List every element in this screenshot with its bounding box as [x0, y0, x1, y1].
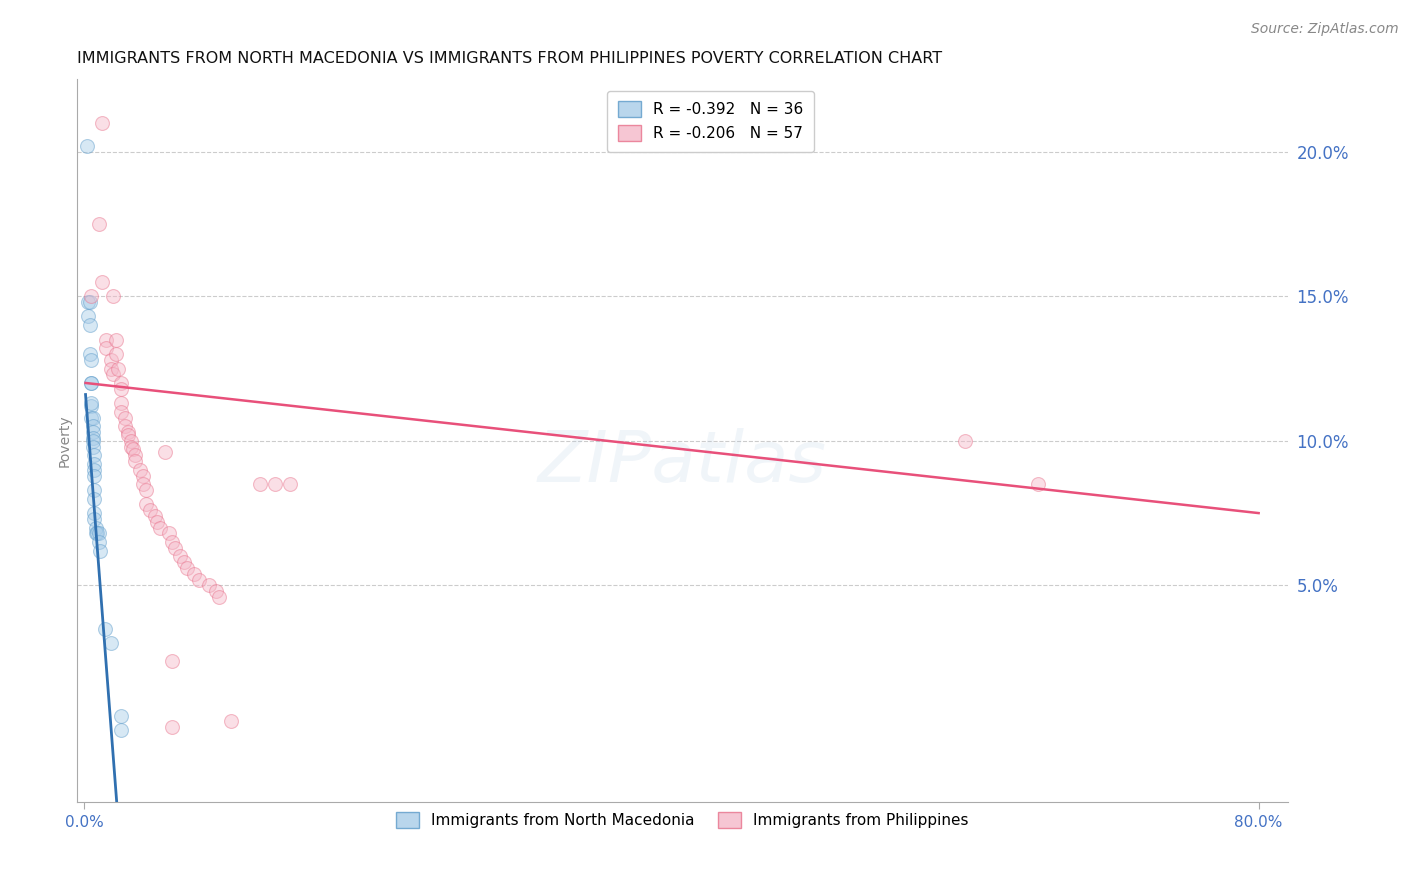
- Point: [169, 549, 191, 564]
- Point: [93, 622, 115, 636]
- Point: [79, 295, 101, 310]
- Point: [143, 508, 166, 523]
- Point: [110, 405, 132, 419]
- Point: [107, 361, 129, 376]
- Text: ZIPatlas: ZIPatlas: [538, 428, 827, 497]
- Point: [149, 520, 172, 534]
- Point: [84, 526, 107, 541]
- Point: [249, 477, 271, 491]
- Text: Source: ZipAtlas.com: Source: ZipAtlas.com: [1251, 22, 1399, 37]
- Point: [1028, 477, 1050, 491]
- Point: [105, 333, 128, 347]
- Point: [100, 361, 122, 376]
- Point: [124, 448, 146, 462]
- Point: [86, 526, 108, 541]
- Point: [80, 352, 103, 367]
- Point: [105, 347, 128, 361]
- Point: [87, 217, 110, 231]
- Point: [82, 425, 104, 439]
- Point: [90, 275, 112, 289]
- Point: [219, 714, 242, 729]
- Point: [110, 396, 132, 410]
- Point: [208, 590, 231, 604]
- Point: [83, 506, 105, 520]
- Point: [83, 463, 105, 477]
- Point: [110, 376, 132, 390]
- Point: [132, 477, 155, 491]
- Point: [160, 720, 183, 734]
- Point: [953, 434, 976, 448]
- Point: [146, 515, 169, 529]
- Point: [110, 723, 132, 737]
- Point: [198, 578, 221, 592]
- Point: [80, 376, 103, 390]
- Point: [139, 503, 162, 517]
- Point: [87, 29, 110, 43]
- Point: [103, 289, 125, 303]
- Point: [103, 368, 125, 382]
- Point: [82, 431, 104, 445]
- Point: [183, 566, 205, 581]
- Point: [90, 116, 112, 130]
- Point: [83, 468, 105, 483]
- Point: [135, 497, 157, 511]
- Point: [278, 477, 301, 491]
- Text: IMMIGRANTS FROM NORTH MACEDONIA VS IMMIGRANTS FROM PHILIPPINES POVERTY CORRELATI: IMMIGRANTS FROM NORTH MACEDONIA VS IMMIG…: [77, 51, 942, 66]
- Point: [120, 434, 142, 448]
- Point: [82, 440, 104, 454]
- Point: [114, 410, 136, 425]
- Point: [187, 573, 209, 587]
- Point: [114, 419, 136, 434]
- Point: [110, 382, 132, 396]
- Point: [176, 561, 198, 575]
- Point: [153, 445, 176, 459]
- Point: [79, 347, 101, 361]
- Point: [173, 555, 195, 569]
- Point: [165, 541, 187, 555]
- Point: [83, 457, 105, 471]
- Point: [117, 425, 139, 439]
- Point: [110, 708, 132, 723]
- Point: [82, 434, 104, 448]
- Y-axis label: Poverty: Poverty: [58, 415, 72, 467]
- Point: [89, 543, 111, 558]
- Point: [80, 289, 103, 303]
- Point: [124, 454, 146, 468]
- Point: [132, 468, 155, 483]
- Point: [87, 526, 110, 541]
- Point: [135, 483, 157, 497]
- Point: [100, 636, 122, 650]
- Point: [94, 333, 117, 347]
- Point: [87, 535, 110, 549]
- Point: [94, 341, 117, 355]
- Point: [83, 512, 105, 526]
- Point: [128, 463, 150, 477]
- Point: [205, 584, 228, 599]
- Point: [117, 428, 139, 442]
- Point: [77, 310, 100, 324]
- Point: [76, 139, 98, 153]
- Point: [80, 399, 103, 413]
- Point: [77, 295, 100, 310]
- Point: [82, 410, 104, 425]
- Point: [84, 520, 107, 534]
- Point: [100, 352, 122, 367]
- Point: [80, 396, 103, 410]
- Legend: Immigrants from North Macedonia, Immigrants from Philippines: Immigrants from North Macedonia, Immigra…: [389, 806, 974, 834]
- Point: [83, 491, 105, 506]
- Point: [82, 419, 104, 434]
- Point: [83, 483, 105, 497]
- Point: [79, 318, 101, 333]
- Point: [264, 477, 287, 491]
- Point: [120, 440, 142, 454]
- Point: [80, 410, 103, 425]
- Point: [157, 526, 180, 541]
- Point: [121, 442, 143, 457]
- Point: [80, 376, 103, 390]
- Point: [83, 448, 105, 462]
- Point: [160, 654, 183, 668]
- Point: [160, 535, 183, 549]
